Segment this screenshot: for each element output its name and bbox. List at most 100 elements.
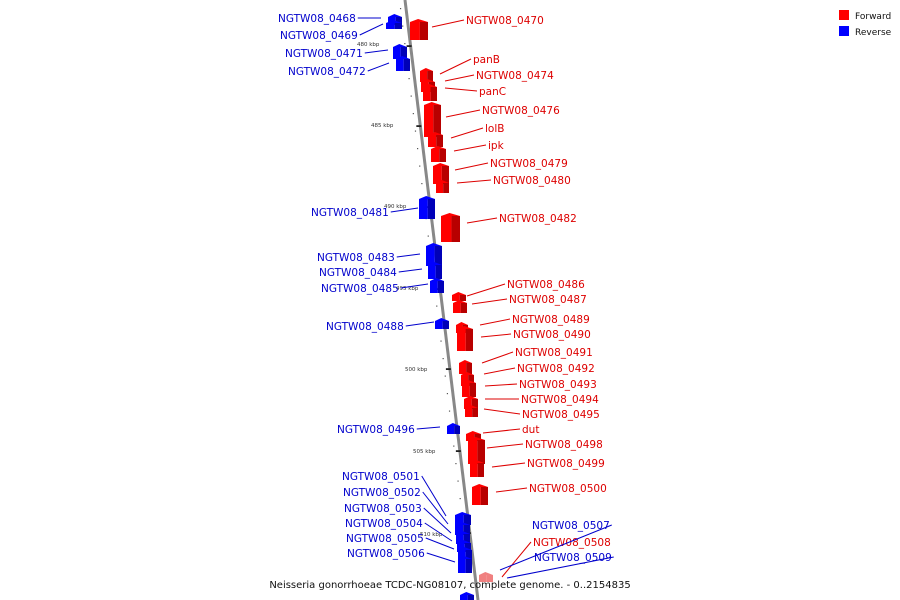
gene-face bbox=[452, 295, 460, 301]
gene-top bbox=[458, 547, 472, 550]
legend-reverse-swatch bbox=[839, 26, 849, 36]
gene-label-ngtw08-0482[interactable]: NGTW08_0482 bbox=[499, 213, 577, 225]
gene-label-ngtw08-0470[interactable]: NGTW08_0470 bbox=[466, 15, 544, 27]
gene-label-ngtw08-0485[interactable]: NGTW08_0485 bbox=[321, 283, 399, 295]
gene-side bbox=[480, 487, 488, 505]
gene-top bbox=[426, 243, 442, 246]
gene-label-ngtw08-0501[interactable]: NGTW08_0501 bbox=[342, 471, 420, 483]
gene-face bbox=[435, 321, 443, 329]
gene-side bbox=[477, 440, 485, 464]
strand-dot bbox=[427, 235, 429, 237]
gene-label-ngtw08-0494[interactable]: NGTW08_0494 bbox=[521, 394, 599, 406]
gene-label-ngtw08-0483[interactable]: NGTW08_0483 bbox=[317, 252, 395, 264]
gene-leader-line bbox=[364, 49, 389, 54]
gene-ngtw08-0484 bbox=[428, 262, 442, 279]
gene-face bbox=[428, 265, 436, 279]
gene-side bbox=[469, 383, 476, 397]
gene-panc bbox=[423, 84, 437, 101]
gene-ngtw08-0485 bbox=[430, 278, 444, 293]
gene-ngtw08-0506 bbox=[458, 556, 472, 573]
gene-leader-line bbox=[444, 87, 478, 92]
gene-side bbox=[394, 23, 402, 29]
gene-face bbox=[459, 363, 467, 374]
gene-top bbox=[460, 592, 474, 595]
gene-face bbox=[428, 135, 437, 147]
gene-label-dut[interactable]: dut bbox=[522, 424, 539, 436]
gene-label-ipk[interactable]: ipk bbox=[488, 140, 505, 152]
gene-label-ngtw08-0472[interactable]: NGTW08_0472 bbox=[288, 66, 366, 78]
gene-label-panc[interactable]: panC bbox=[479, 86, 506, 98]
gene-label-ngtw08-0479[interactable]: NGTW08_0479 bbox=[490, 158, 568, 170]
gene-label-ngtw08-0498[interactable]: NGTW08_0498 bbox=[525, 439, 603, 451]
gene-label-ngtw08-0496[interactable]: NGTW08_0496 bbox=[337, 424, 415, 436]
gene-leader-line bbox=[400, 283, 429, 289]
gene-ngtw08-0500 bbox=[472, 484, 488, 505]
gene-label-ngtw08-0492[interactable]: NGTW08_0492 bbox=[517, 363, 595, 375]
gene-label-ngtw08-0509[interactable]: NGTW08_0509 bbox=[534, 552, 612, 564]
gene-label-ngtw08-0474[interactable]: NGTW08_0474 bbox=[476, 70, 554, 82]
gene-side bbox=[442, 321, 449, 329]
scale-labels: 480 kbp 485 kbp 490 kbp 495 kbp 500 kbp 505 k… bbox=[357, 42, 471, 538]
gene-ngtw08-0481 bbox=[419, 196, 435, 219]
gene-lolb bbox=[428, 132, 443, 147]
gene-ngtw08-0479 bbox=[433, 163, 449, 184]
gene-label-ngtw08-0489[interactable]: NGTW08_0489 bbox=[512, 314, 590, 326]
gene-leader-line bbox=[499, 524, 612, 571]
gene-face bbox=[386, 23, 395, 29]
gene-label-ngtw08-0508[interactable]: NGTW08_0508 bbox=[533, 537, 611, 549]
gene-top bbox=[453, 300, 467, 303]
gene-leader-line bbox=[423, 507, 452, 534]
gene-ngtw08-0504 bbox=[457, 540, 471, 552]
gene-face bbox=[461, 375, 469, 386]
gene-label-ngtw08-0469[interactable]: NGTW08_0469 bbox=[280, 30, 358, 42]
gene-ngtw08-0496 bbox=[447, 423, 460, 434]
gene-side bbox=[427, 199, 435, 219]
gene-side bbox=[465, 559, 472, 573]
gene-label-ngtw08-0481[interactable]: NGTW08_0481 bbox=[311, 207, 389, 219]
gene-label-ngtw08-0490[interactable]: NGTW08_0490 bbox=[513, 329, 591, 341]
strand-dot bbox=[453, 445, 455, 447]
gene-label-ngtw08-0476[interactable]: NGTW08_0476 bbox=[482, 105, 560, 117]
gene-top bbox=[472, 484, 488, 487]
gene-face bbox=[436, 183, 444, 193]
gene-label-ngtw08-0484[interactable]: NGTW08_0484 bbox=[319, 267, 397, 279]
gene-face bbox=[455, 515, 464, 525]
gene-label-lolb[interactable]: lolB bbox=[485, 123, 504, 135]
gene-side bbox=[463, 525, 470, 535]
gene-label-ngtw08-0493[interactable]: NGTW08_0493 bbox=[519, 379, 597, 391]
gene-ngtw08-0502 bbox=[455, 522, 470, 535]
gene-label-ngtw08-0468[interactable]: NGTW08_0468 bbox=[278, 13, 356, 25]
strand-dot bbox=[410, 95, 412, 97]
gene-label-ngtw08-0491[interactable]: NGTW08_0491 bbox=[515, 347, 593, 359]
gene-top bbox=[456, 322, 468, 325]
gene-label-ngtw08-0488[interactable]: NGTW08_0488 bbox=[326, 321, 404, 333]
gene-top bbox=[433, 163, 449, 166]
gene-label-ngtw08-0495[interactable]: NGTW08_0495 bbox=[522, 409, 600, 421]
gene-face bbox=[457, 543, 465, 552]
gene-face bbox=[431, 149, 440, 162]
gene-top bbox=[457, 326, 473, 329]
gene-label-ngtw08-0505[interactable]: NGTW08_0505 bbox=[346, 533, 424, 545]
gene-side bbox=[403, 59, 410, 71]
gene-label-ngtw08-0487[interactable]: NGTW08_0487 bbox=[509, 294, 587, 306]
gene-label-ngtw08-0499[interactable]: NGTW08_0499 bbox=[527, 458, 605, 470]
gene-label-ngtw08-0480[interactable]: NGTW08_0480 bbox=[493, 175, 571, 187]
gene-top bbox=[465, 405, 478, 408]
gene-label-ngtw08-0504[interactable]: NGTW08_0504 bbox=[345, 518, 423, 530]
gene-label-ngtw08-0506[interactable]: NGTW08_0506 bbox=[347, 548, 425, 560]
gene-ngtw08-0491 bbox=[459, 360, 472, 374]
scale-label: 490 kbp bbox=[384, 204, 407, 210]
gene-top bbox=[468, 437, 485, 440]
gene-label-ngtw08-0471[interactable]: NGTW08_0471 bbox=[285, 48, 363, 60]
scale-label: 500 kbp bbox=[405, 367, 428, 373]
gene-label-ngtw08-0502[interactable]: NGTW08_0502 bbox=[343, 487, 421, 499]
gene-label-ngtw08-0500[interactable]: NGTW08_0500 bbox=[529, 483, 607, 495]
strand-dot bbox=[470, 585, 472, 587]
gene-label-ngtw08-0503[interactable]: NGTW08_0503 bbox=[344, 503, 422, 515]
gene-top bbox=[466, 431, 481, 434]
gene-leader-line bbox=[405, 321, 435, 327]
gene-label-ngtw08-0507[interactable]: NGTW08_0507 bbox=[532, 520, 610, 532]
gene-leader-line bbox=[416, 426, 441, 430]
gene-label-panb[interactable]: panB bbox=[473, 54, 500, 66]
gene-label-ngtw08-0486[interactable]: NGTW08_0486 bbox=[507, 279, 585, 291]
